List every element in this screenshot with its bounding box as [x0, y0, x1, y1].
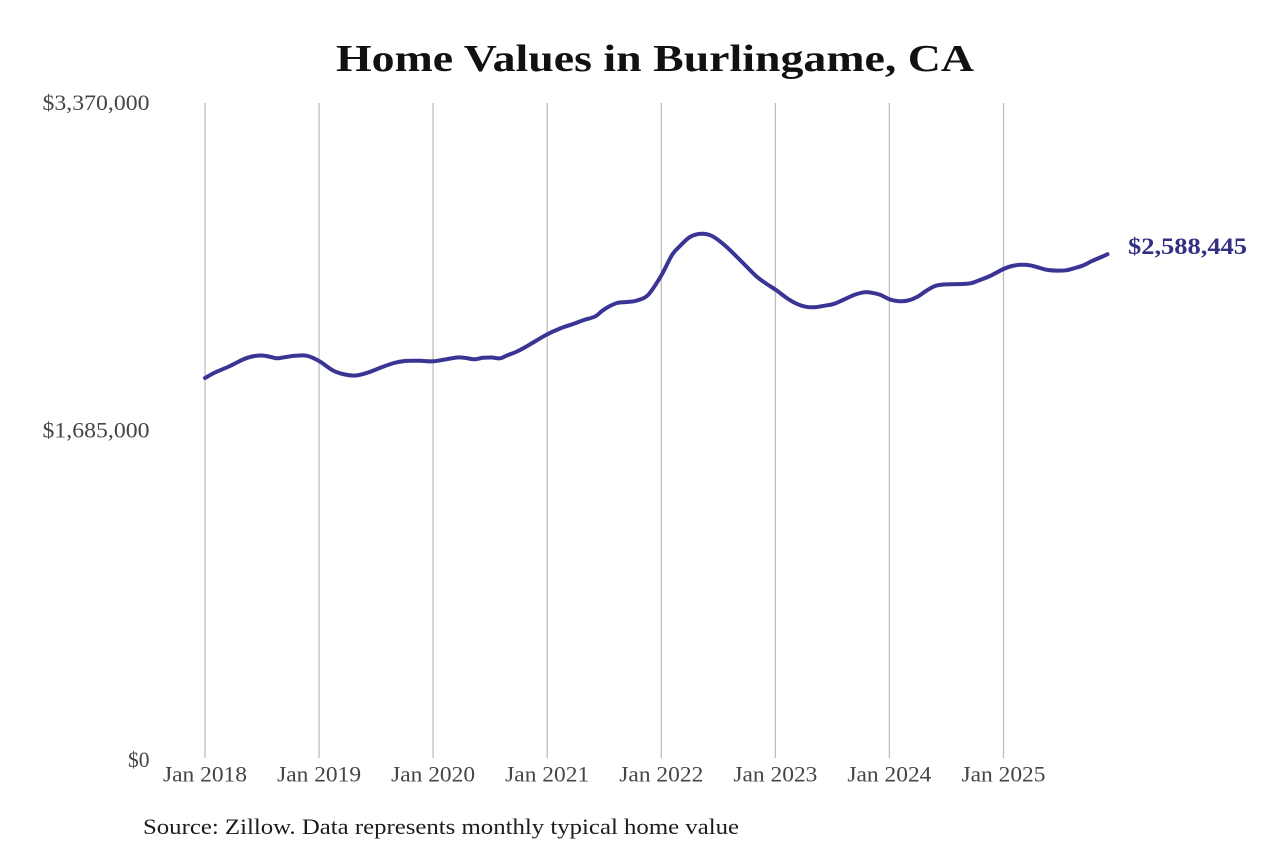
svg-text:Jan 2024: Jan 2024: [847, 762, 931, 787]
svg-text:Source: Zillow. Data represent: Source: Zillow. Data represents monthly …: [143, 814, 739, 839]
svg-text:$1,685,000: $1,685,000: [43, 418, 150, 443]
svg-text:Jan 2022: Jan 2022: [619, 762, 703, 787]
svg-text:Jan 2018: Jan 2018: [163, 762, 247, 787]
svg-text:$3,370,000: $3,370,000: [43, 90, 150, 115]
svg-text:Jan 2023: Jan 2023: [733, 762, 817, 787]
svg-text:Jan 2020: Jan 2020: [391, 762, 475, 787]
svg-text:Jan 2025: Jan 2025: [962, 762, 1046, 787]
svg-text:$2,588,445: $2,588,445: [1128, 234, 1247, 260]
svg-text:Jan 2019: Jan 2019: [277, 762, 361, 787]
svg-text:Home Values in Burlingame, CA: Home Values in Burlingame, CA: [336, 38, 975, 80]
svg-text:$0: $0: [128, 747, 150, 772]
svg-text:Jan 2021: Jan 2021: [505, 762, 589, 787]
